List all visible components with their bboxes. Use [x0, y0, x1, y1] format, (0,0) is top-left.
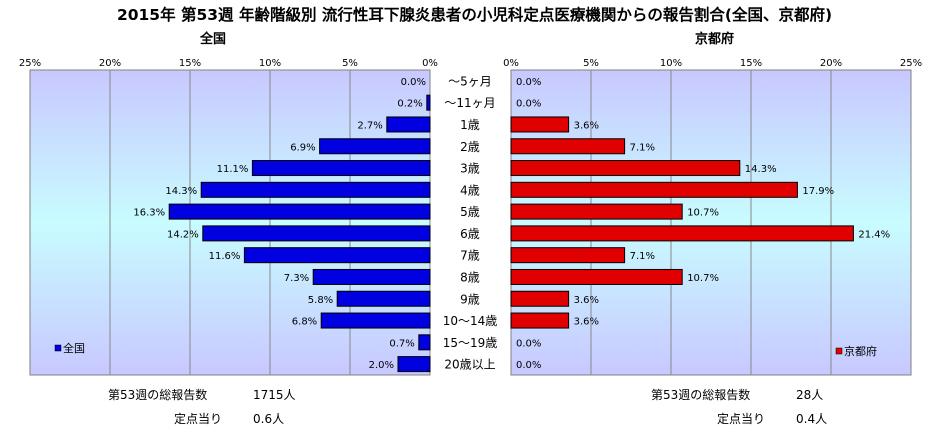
chart-title: 2015年 第53週 年齢階級別 流行性耳下腺炎患者の小児科定点医療機関からの報… [116, 6, 833, 24]
national-data-label: 7.3% [284, 273, 309, 284]
kyoto-data-label: 0.0% [516, 99, 541, 110]
kyoto-data-label: 3.6% [574, 295, 599, 306]
category-label: 4歳 [460, 183, 480, 197]
national-bar [200, 181, 431, 198]
left-x-tick-label: 10% [259, 58, 281, 69]
national-data-label: 0.7% [389, 338, 414, 349]
national-bar [397, 356, 431, 373]
kyoto-data-label: 0.0% [516, 77, 541, 88]
category-label: 10～14歳 [443, 314, 498, 328]
category-label: 3歳 [460, 162, 480, 176]
category-label: 20歳以上 [444, 358, 495, 372]
national-bar [168, 203, 431, 220]
category-label: 15～19歳 [443, 336, 498, 350]
national-data-label: 14.3% [165, 186, 197, 197]
category-label: 9歳 [460, 292, 480, 306]
kyoto-legend-label: 京都府 [844, 344, 877, 358]
kyoto-bar [510, 138, 626, 155]
category-label: 1歳 [460, 118, 480, 132]
right-x-tick-label: 25% [900, 58, 922, 69]
national-bar [319, 138, 431, 155]
left-x-tick-label: 20% [99, 58, 121, 69]
left-panel-subtitle: 全国 [200, 32, 227, 47]
national-data-label: 6.8% [292, 317, 317, 328]
left-total-label: 第53週の総報告数 [108, 388, 208, 402]
kyoto-data-label: 17.9% [802, 186, 834, 197]
national-data-label: 0.0% [401, 77, 426, 88]
right-total-value: 28人 [796, 388, 824, 402]
national-data-label: 5.8% [308, 295, 333, 306]
kyoto-data-label: 3.6% [574, 120, 599, 131]
national-bar [336, 290, 431, 307]
left-total-value: 1715人 [253, 388, 296, 402]
national-bar [386, 116, 431, 133]
kyoto-data-label: 3.6% [574, 317, 599, 328]
category-label: 6歳 [460, 227, 480, 241]
national-data-label: 14.2% [167, 229, 199, 240]
national-data-label: 11.6% [209, 251, 241, 262]
kyoto-data-label: 0.0% [516, 338, 541, 349]
right-panel-subtitle: 京都府 [695, 32, 735, 47]
national-data-label: 11.1% [217, 164, 249, 175]
left-plot-area [29, 69, 431, 376]
right-per-site-value: 0.4人 [796, 412, 828, 426]
national-bar [312, 268, 431, 285]
right-x-tick-label: 10% [660, 58, 682, 69]
kyoto-bar [510, 290, 570, 307]
category-label: 8歳 [460, 270, 480, 284]
category-label: ～11ヶ月 [444, 96, 495, 110]
national-bar [251, 160, 431, 177]
kyoto-data-label: 10.7% [687, 273, 719, 284]
kyoto-bar [510, 225, 854, 242]
national-bar [418, 334, 431, 351]
kyoto-bar [510, 116, 570, 133]
category-label: 5歳 [460, 205, 480, 219]
national-legend-label: 全国 [63, 341, 85, 355]
right-total-label: 第53週の総報告数 [651, 388, 751, 402]
kyoto-bar [510, 203, 683, 220]
left-x-tick-label: 25% [19, 58, 41, 69]
national-legend-swatch [54, 344, 62, 352]
left-x-tick-label: 0% [422, 58, 438, 69]
right-x-tick-label: 5% [583, 58, 599, 69]
right-x-tick-label: 20% [820, 58, 842, 69]
kyoto-bar [510, 181, 798, 198]
kyoto-data-label: 21.4% [858, 229, 890, 240]
left-x-tick-label: 15% [179, 58, 201, 69]
category-label: ～5ヶ月 [448, 74, 492, 88]
kyoto-data-label: 7.1% [630, 142, 655, 153]
national-bar [426, 94, 431, 111]
category-label: 7歳 [460, 249, 480, 263]
national-data-label: 16.3% [133, 208, 165, 219]
right-x-tick-label: 15% [740, 58, 762, 69]
national-bar [202, 225, 431, 242]
kyoto-data-label: 0.0% [516, 360, 541, 371]
right-per-site-label: 定点当り [717, 412, 766, 426]
right-x-tick-label: 0% [503, 58, 519, 69]
category-label: 2歳 [460, 140, 480, 154]
left-per-site-value: 0.6人 [253, 412, 285, 426]
national-bar [243, 247, 431, 264]
national-data-label: 0.2% [397, 99, 422, 110]
kyoto-data-label: 7.1% [630, 251, 655, 262]
right-plot-area [510, 69, 912, 376]
national-bar [320, 312, 431, 329]
kyoto-bar [510, 312, 570, 329]
kyoto-data-label: 10.7% [687, 208, 719, 219]
kyoto-bar [510, 268, 683, 285]
kyoto-bar [510, 247, 626, 264]
kyoto-bar [510, 160, 741, 177]
national-data-label: 2.0% [369, 360, 394, 371]
national-data-label: 6.9% [290, 142, 315, 153]
left-x-tick-label: 5% [342, 58, 358, 69]
left-per-site-label: 定点当り [174, 412, 223, 426]
national-data-label: 2.7% [357, 120, 382, 131]
kyoto-data-label: 14.3% [745, 164, 777, 175]
kyoto-legend-swatch [835, 347, 843, 355]
